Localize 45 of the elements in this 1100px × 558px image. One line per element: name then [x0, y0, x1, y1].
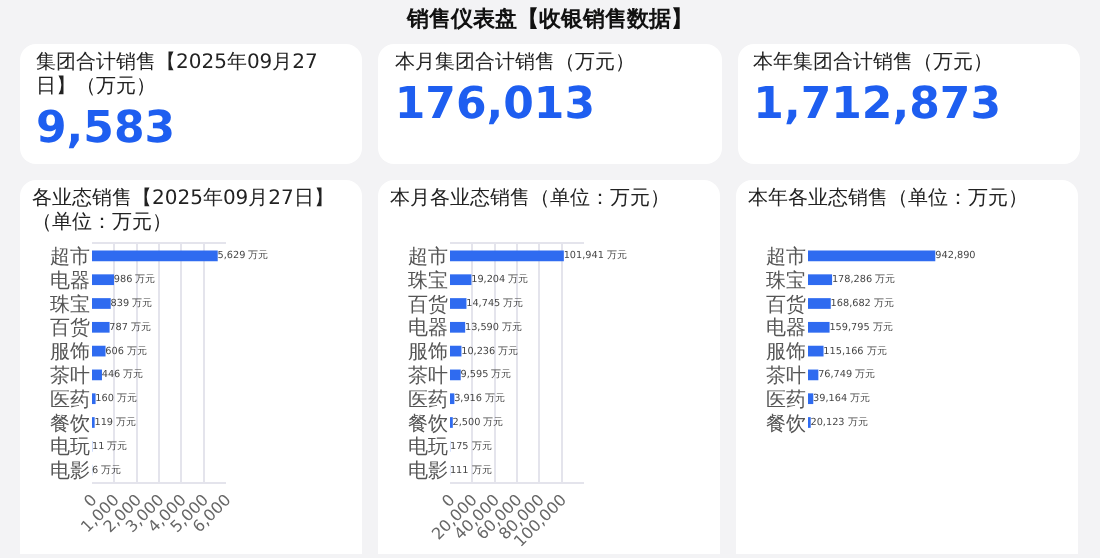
- y-tick-label: 电玩: [408, 435, 448, 460]
- y-tick-label: 茶叶: [408, 363, 448, 388]
- y-tick-label: 超市: [408, 244, 448, 269]
- chart-title: 本月各业态销售（单位：万元）: [390, 188, 672, 214]
- y-tick-label: 服饰: [50, 340, 90, 365]
- text: 9,583: [36, 104, 178, 156]
- y-tick-label: 电玩: [50, 435, 90, 460]
- y-tick-label: 珠宝: [50, 292, 90, 317]
- text: 本月集团合计销售（万元）: [394, 52, 637, 76]
- text: 1,712,873: [753, 80, 1004, 132]
- text: 176,013: [394, 80, 598, 132]
- y-tick-label: 电器: [408, 316, 448, 341]
- y-tick-label: 茶叶: [766, 363, 806, 388]
- bar: [808, 321, 830, 333]
- y-tick-label: 服饰: [408, 340, 448, 365]
- text: 集团合计销售【2025年09月27日】（万元）: [36, 52, 320, 100]
- y-tick-label: 餐饮: [408, 411, 448, 436]
- y-tick-label: 医药: [408, 387, 448, 412]
- y-tick-label: 超市: [50, 244, 90, 269]
- y-tick-label: 珠宝: [766, 268, 806, 293]
- y-tick-label: 医药: [766, 387, 806, 412]
- bar: [808, 274, 833, 286]
- y-tick-label: 电影: [50, 459, 90, 484]
- y-tick-label: 百货: [408, 292, 448, 317]
- y-tick-label: 超市: [766, 244, 806, 269]
- y-tick-label: 服饰: [766, 340, 806, 365]
- y-tick-label: 百货: [766, 292, 806, 317]
- bar: [808, 369, 819, 381]
- y-tick-label: 百货: [50, 316, 90, 341]
- bar: [808, 298, 831, 309]
- y-tick-label: 餐饮: [50, 411, 90, 436]
- y-tick-label: 电器: [50, 268, 90, 293]
- text: 本年集团合计销售（万元）: [753, 52, 996, 76]
- bar: [808, 345, 824, 357]
- bar: [808, 250, 936, 262]
- y-tick-label: 电影: [408, 459, 448, 484]
- y-tick-label: 电器: [766, 316, 806, 341]
- chart-title: 各业态销售【2025年09月27日】（单位：万元）: [32, 188, 336, 238]
- y-tick-label: 茶叶: [50, 363, 90, 388]
- y-tick-label: 医药: [50, 387, 90, 412]
- y-tick-label: 珠宝: [408, 268, 448, 293]
- y-tick-label: 餐饮: [766, 411, 806, 436]
- chart-title: 本年各业态销售（单位：万元）: [748, 188, 1030, 214]
- bar: [808, 393, 814, 405]
- text: 销售仪表盘【收银销售数据】: [404, 4, 695, 36]
